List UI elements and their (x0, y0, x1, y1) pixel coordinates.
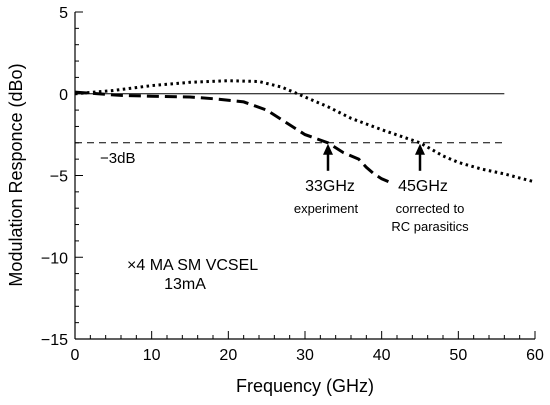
annotation-arrow-head (415, 143, 425, 155)
device-label: ×4 MA SM VCSEL (127, 257, 258, 274)
x-tick-label: 20 (219, 347, 237, 364)
corrected-response-line (74, 79, 536, 184)
series-group (74, 79, 536, 184)
annotations: 33GHz experiment 45GHz corrected to RC paras… (294, 143, 469, 234)
annotation-subtext: experiment (294, 201, 359, 216)
y-tick-label: −5 (50, 169, 68, 186)
x-tick-label: 0 (71, 347, 80, 364)
annotation-arrow-head (323, 143, 333, 155)
x-tick-label: 30 (296, 347, 314, 364)
y-tick-label: 0 (59, 87, 68, 104)
y-tick-label: 5 (59, 5, 68, 22)
x-axis-label: Frequency (GHz) (236, 376, 374, 396)
minus-3db-label: −3dB (100, 150, 135, 167)
legend-text: ×4 MA SM VCSEL 13mA (127, 257, 258, 293)
x-tick-label: 60 (526, 347, 544, 364)
current-label: 13mA (164, 276, 206, 293)
x-tick-label: 50 (449, 347, 467, 364)
annotation-subtext: RC parasitics (391, 219, 469, 234)
reference-lines: −3dB (75, 93, 505, 167)
y-axis-label: Modulation Responce (dBo) (6, 63, 26, 286)
x-tick-label: 40 (373, 347, 391, 364)
y-tick-label: −15 (41, 332, 68, 349)
annotation-33ghz: 33GHz (305, 178, 355, 195)
annotation-45ghz: 45GHz (398, 178, 448, 195)
y-tick-label: −10 (41, 250, 68, 267)
annotation-subtext: corrected to (396, 201, 465, 216)
x-tick-label: 10 (143, 347, 161, 364)
experiment-response-line (74, 90, 390, 184)
